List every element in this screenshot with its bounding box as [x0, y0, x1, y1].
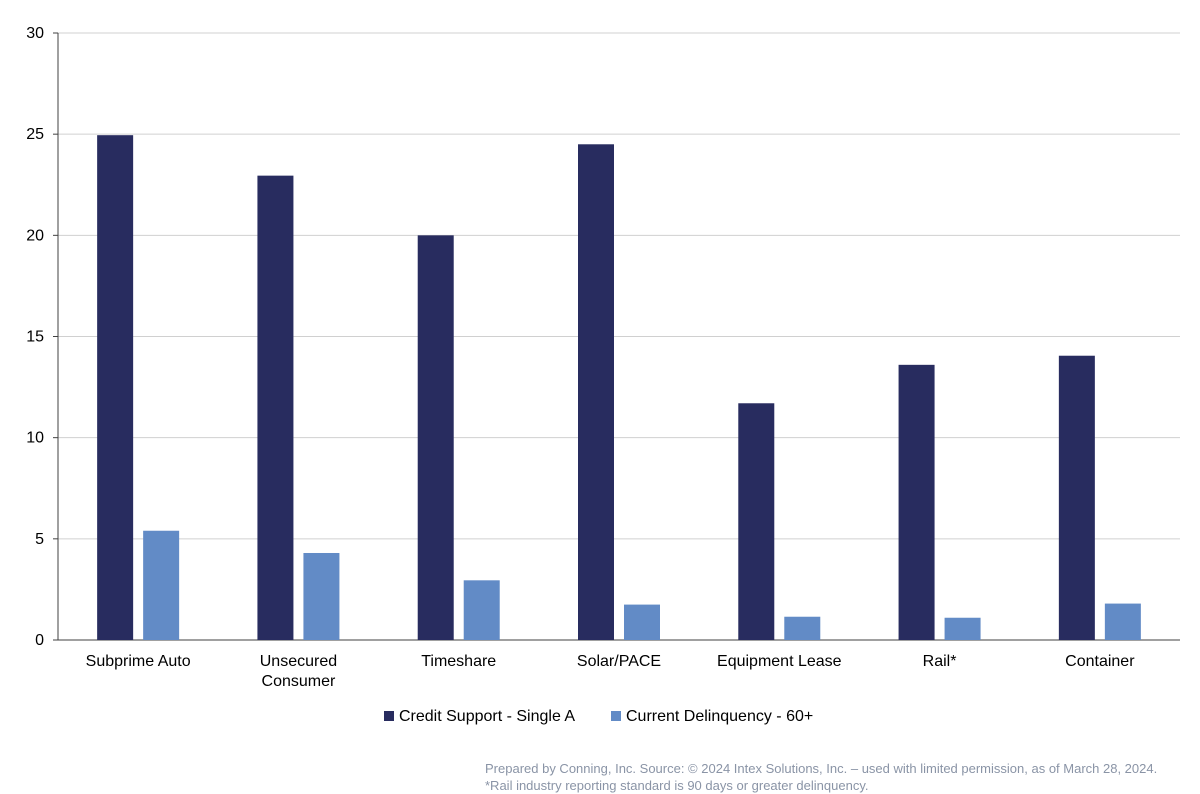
bar-delinquency — [463, 580, 500, 640]
legend-label: Current Delinquency - 60+ — [626, 708, 813, 725]
legend-swatch — [611, 711, 621, 721]
bar-credit-support — [578, 144, 614, 641]
x-category-label: Equipment Lease — [717, 653, 842, 670]
x-category-label: Container — [1065, 653, 1135, 670]
y-tick-label: 10 — [26, 430, 44, 447]
axes — [53, 32, 1180, 641]
y-tick-label: 30 — [26, 25, 44, 42]
x-category-label-line: Equipment Lease — [717, 653, 842, 670]
x-category-label: Solar/PACE — [577, 653, 661, 670]
y-tick-label: 0 — [35, 632, 44, 649]
bars — [97, 135, 1141, 641]
bar-delinquency — [624, 604, 660, 640]
x-category-label: Rail* — [923, 653, 957, 670]
bar-credit-support — [1058, 355, 1095, 640]
bar-delinquency — [143, 530, 180, 640]
y-tick-label: 5 — [35, 531, 44, 548]
legend-swatch — [384, 711, 394, 721]
x-category-label-line: Solar/PACE — [577, 653, 661, 670]
bar-credit-support — [257, 175, 294, 640]
legend: Credit Support - Single A Current Delinqu… — [384, 708, 813, 725]
source-note: Prepared by Conning, Inc. Source: © 2024… — [485, 761, 1158, 776]
x-category-label-line: Consumer — [262, 673, 336, 690]
bar-delinquency — [784, 616, 821, 640]
footnote: Prepared by Conning, Inc. Source: © 2024… — [485, 760, 1157, 794]
gridlines — [58, 32, 1180, 540]
x-category-label: Unsecured Consumer — [260, 653, 337, 690]
y-tick-label: 15 — [26, 329, 44, 346]
x-category-labels: Subprime Auto Unsecured Consumer Timeshare S… — [86, 653, 1136, 690]
x-category-label-line: Timeshare — [421, 653, 496, 670]
bar-credit-support — [738, 403, 775, 640]
x-category-label-line: Subprime Auto — [86, 653, 191, 670]
bar-delinquency — [1104, 603, 1141, 640]
bar-credit-support — [97, 135, 134, 640]
y-tick-labels: 0 5 10 15 20 25 30 — [26, 25, 44, 649]
bar-delinquency — [944, 617, 981, 640]
x-category-label: Subprime Auto — [86, 653, 191, 670]
y-tick-label: 25 — [26, 126, 44, 143]
x-category-label-line: Unsecured — [260, 653, 337, 670]
rail-note: *Rail industry reporting standard is 90 … — [485, 778, 869, 793]
y-tick-label: 20 — [26, 227, 44, 244]
x-category-label: Timeshare — [421, 653, 496, 670]
bar-delinquency — [303, 552, 340, 640]
bar-credit-support — [898, 364, 935, 640]
x-category-label-line: Container — [1065, 653, 1135, 670]
x-category-label-line: Rail* — [923, 653, 957, 670]
legend-label: Credit Support - Single A — [399, 708, 575, 725]
bar-credit-support — [417, 235, 454, 641]
